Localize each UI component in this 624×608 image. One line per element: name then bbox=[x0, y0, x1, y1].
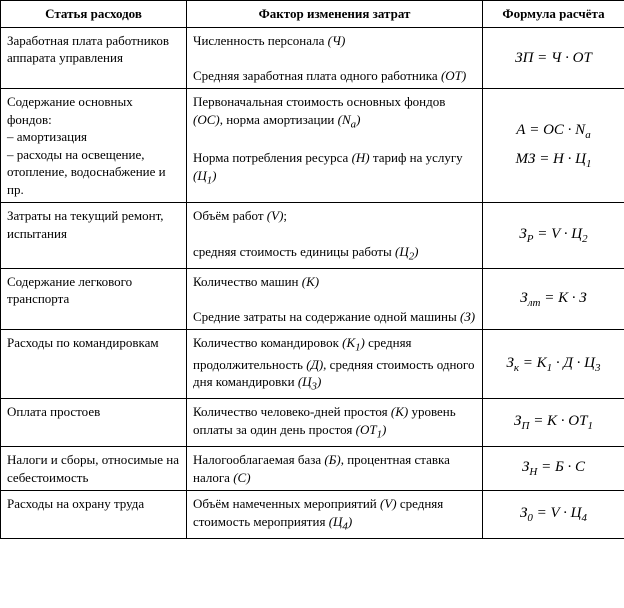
cell-factor: Численность персонала (Ч)Средняя заработ… bbox=[187, 27, 483, 89]
table-row: Оплата простоевКоличество человеко-дней … bbox=[1, 399, 624, 447]
cell-expense: Затраты на текущий ремонт, испытания bbox=[1, 203, 187, 268]
table-body: Заработная плата работников аппарата упр… bbox=[1, 27, 624, 538]
table-row: Налоги и сборы, относимые на себестоимос… bbox=[1, 447, 624, 491]
cell-formula: З0 = V · Ц4 bbox=[483, 491, 624, 539]
table-header-row: Статья расходов Фактор изменения затрат … bbox=[1, 1, 624, 28]
cell-factor: Объём намеченных мероприятий (V) средняя… bbox=[187, 491, 483, 539]
cell-formula: ЗН = Б · С bbox=[483, 447, 624, 491]
table-row: Расходы на охрану трудаОбъём намеченных … bbox=[1, 491, 624, 539]
table-row: Заработная плата работников аппарата упр… bbox=[1, 27, 624, 89]
cell-formula: ЗР = V · Ц2 bbox=[483, 203, 624, 268]
table-row: Содержание легкового транспортаКоличеств… bbox=[1, 268, 624, 330]
cell-formula: А = ОС · NaМЗ = Н · Ц1 bbox=[483, 89, 624, 203]
header-expense: Статья расходов bbox=[1, 1, 187, 28]
cell-expense: Расходы по командировкам bbox=[1, 330, 187, 399]
table-row: Затраты на текущий ремонт, испытанияОбъё… bbox=[1, 203, 624, 268]
cell-expense: Налоги и сборы, относимые на себестоимос… bbox=[1, 447, 187, 491]
cell-formula: Зк = К1 · Д · Ц3 bbox=[483, 330, 624, 399]
cell-expense: Содержание основных фондов:– амортизация… bbox=[1, 89, 187, 203]
cell-formula: ЗП = Ч · ОТ bbox=[483, 27, 624, 89]
cell-expense: Расходы на охрану труда bbox=[1, 491, 187, 539]
table-row: Содержание основных фондов:– амортизация… bbox=[1, 89, 624, 203]
cell-formula: ЗП = К · ОТ1 bbox=[483, 399, 624, 447]
cell-factor: Количество человеко-дней простоя (К) уро… bbox=[187, 399, 483, 447]
cell-factor: Количество машин (К)Средние затраты на с… bbox=[187, 268, 483, 330]
cell-factor: Объём работ (V);средняя стоимость единиц… bbox=[187, 203, 483, 268]
cell-expense: Содержание легкового транспорта bbox=[1, 268, 187, 330]
cell-factor: Первоначальная стоимость основных фондов… bbox=[187, 89, 483, 203]
cell-expense: Заработная плата работников аппарата упр… bbox=[1, 27, 187, 89]
cost-factors-table: Статья расходов Фактор изменения затрат … bbox=[0, 0, 624, 539]
header-formula: Формула расчёта bbox=[483, 1, 624, 28]
cell-factor: Налогооблагаемая база (Б), процентная ст… bbox=[187, 447, 483, 491]
cell-expense: Оплата простоев bbox=[1, 399, 187, 447]
table-row: Расходы по командировкамКоличество коман… bbox=[1, 330, 624, 399]
cell-factor: Количество командировок (К1) средняя про… bbox=[187, 330, 483, 399]
cell-formula: Злт = К · З bbox=[483, 268, 624, 330]
header-factor: Фактор изменения затрат bbox=[187, 1, 483, 28]
